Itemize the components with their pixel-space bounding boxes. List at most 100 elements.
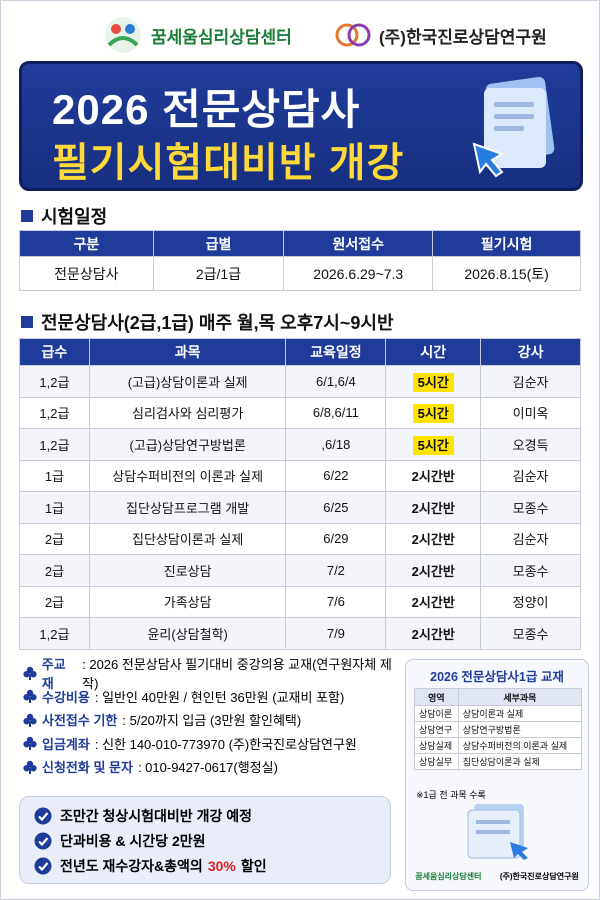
notice-part: 조만간 청상시험대비반 개강 예정	[60, 807, 252, 824]
book-icon	[467, 804, 528, 860]
table-row: 1,2급 심리검사와 심리평가 6/8,6/11 5시간 이미옥	[19, 396, 581, 429]
table-cell: 모종수	[480, 617, 581, 650]
course-table: 급수 과목 교육일정 시간 강사 1,2급 (고급)상담이론과 실제 6/1,6/4 5시간 김순…	[19, 338, 581, 650]
table-cell: 1,2급	[19, 396, 90, 429]
table-cell: 7/2	[285, 554, 387, 587]
table-cell: 7/6	[285, 585, 387, 618]
table-cell: 2시간반	[385, 554, 482, 587]
header-cell: 구분	[19, 230, 154, 257]
table-cell: 1,2급	[19, 617, 90, 650]
header-cell: 교육일정	[285, 338, 387, 366]
exam-table: 구분 급별 원서접수 필기시험 전문상담사 2급/1급 2026.6.29~7.3 2026.…	[19, 230, 581, 291]
table-cell: 6/1,6/4	[285, 365, 387, 398]
header-cell: 강사	[480, 338, 581, 366]
table-cell: 상담실무	[414, 753, 459, 770]
info-label: 신청전화 및 문자	[42, 760, 133, 776]
table-cell: 전문상담사	[19, 256, 154, 291]
logo-right: (주)한국진로상담연구원	[333, 15, 547, 55]
notice-part: 전년도 재수강자&총액의	[60, 857, 203, 874]
table-cell: 6/29	[285, 522, 387, 555]
table-cell: 1,2급	[19, 428, 90, 461]
table-cell: 7/9	[285, 617, 387, 650]
heading-text: 전문상담사(2급,1급) 매주 월,목 오후7시~9시반	[41, 313, 394, 333]
notice-text: 전년도 재수강자&총액의 30% 할인	[60, 856, 267, 876]
info-value: : 2026 전문상담사 필기대비 중강의용 교재(연구원자체 제작)	[82, 656, 392, 691]
table-cell: 2시간반	[385, 585, 482, 618]
table-row: 상담이론 상담이론과 실제	[414, 705, 583, 722]
notice-part: 30%	[207, 857, 236, 874]
check-icon	[34, 807, 52, 824]
table-cell: 상담이론	[414, 705, 459, 722]
table-cell: 2시간반	[385, 522, 482, 555]
table-cell: 집단상담이론과 실제	[88, 522, 287, 555]
table-cell: 상담연구방법론	[457, 721, 583, 738]
table-cell: 김순자	[480, 459, 581, 492]
notice-part: 할인	[240, 857, 267, 874]
table-cell: 김순자	[480, 365, 581, 398]
table-cell: 상담수퍼비전의 이론과 실제	[457, 737, 583, 754]
info-item: 입금계좌: 신한 140-010-773970 (주)한국진로상담연구원	[23, 732, 403, 756]
club-bullet	[23, 737, 37, 751]
header-cell: 세부과목	[457, 688, 583, 706]
notice-text: 조만간 청상시험대비반 개강 예정	[60, 806, 252, 826]
highlighted-time: 5시간	[412, 372, 454, 392]
table-cell: 2시간반	[385, 459, 482, 492]
table-cell: 1급	[19, 491, 90, 524]
table-cell: 2026.6.29~7.3	[283, 256, 434, 291]
table-cell: 이미옥	[480, 396, 581, 429]
info-item: 주교재: 2026 전문상담사 필기대비 중강의용 교재(연구원자체 제작)	[23, 657, 403, 691]
table-cell: 윤리(상담철학)	[88, 617, 287, 650]
logo-left-text: 꿈세움심리상담센터	[151, 27, 292, 47]
table-cell: 5시간	[385, 428, 482, 461]
table-row: 1,2급 (고급)상담연구방법론 ,6/18 5시간 오경득	[19, 428, 581, 461]
info-value: : 신한 140-010-773970 (주)한국진로상담연구원	[94, 736, 357, 752]
table-cell: ,6/18	[285, 428, 387, 461]
table-cell: 6/25	[285, 491, 387, 524]
info-label: 입금계좌	[42, 736, 90, 752]
heading-text: 시험일정	[41, 207, 108, 227]
table-cell: 모종수	[480, 554, 581, 587]
table-cell: 2급/1급	[152, 256, 285, 291]
header-cell: 영역	[414, 688, 459, 706]
header-cell: 급별	[152, 230, 285, 257]
notice-part: 단과비용 & 시간당 2만원	[60, 832, 206, 849]
table-cell: 2급	[19, 585, 90, 618]
table-cell: 김순자	[480, 522, 581, 555]
table-cell: 상담실제	[414, 737, 459, 754]
highlighted-time: 5시간	[412, 435, 454, 455]
logo-left: 꿈세움심리상담센터	[101, 15, 292, 55]
table-cell: 상담연구	[414, 721, 459, 738]
table-cell: (고급)상담연구방법론	[88, 428, 287, 461]
table-row: 상담연구 상담연구방법론	[414, 721, 583, 738]
club-bullet	[23, 713, 37, 727]
table-row: 전문상담사 2급/1급 2026.6.29~7.3 2026.8.15(토)	[19, 256, 581, 291]
header-cell: 급수	[19, 338, 90, 366]
check-icon	[34, 857, 52, 874]
table-cell: 6/22	[285, 459, 387, 492]
table-cell: 상담수퍼비전의 이론과 실제	[88, 459, 287, 492]
table-cell: 2시간반	[385, 617, 482, 650]
textbook-box: 2026 전문상담사1급 교재 영역 세부과목 상담이론 상담이론과 실제 상담연구 상담…	[405, 659, 589, 891]
notice-item: 조만간 청상시험대비반 개강 예정	[34, 803, 376, 828]
footer-logo: 꿈세움심리상담센터	[415, 872, 482, 881]
section-heading: 전문상담사(2급,1급) 매주 월,목 오후7시~9시반	[21, 309, 394, 335]
header-row: 구분 급별 원서접수 필기시험	[19, 230, 581, 257]
check-icon	[34, 832, 52, 849]
table-cell: 2급	[19, 554, 90, 587]
info-value: : 5/20까지 입금 (3만원 할인혜택)	[122, 713, 302, 729]
table-cell: 5시간	[385, 365, 482, 398]
table-cell: 가족상담	[88, 585, 287, 618]
notice-item: 전년도 재수강자&총액의 30% 할인	[34, 853, 376, 878]
textbook-table: 영역 세부과목 상담이론 상담이론과 실제 상담연구 상담연구방법론 상담실제 상담수퍼비전의…	[414, 688, 583, 770]
info-item: 수강비용: 일반인 40만원 / 현인턴 36만원 (교재비 포함)	[23, 685, 403, 709]
table-cell: 1,2급	[19, 365, 90, 398]
table-cell: (고급)상담이론과 실제	[88, 365, 287, 398]
table-cell: 정양이	[480, 585, 581, 618]
club-bullet	[23, 690, 37, 704]
table-row: 1,2급 윤리(상담철학) 7/9 2시간반 모종수	[19, 617, 581, 650]
table-cell: 집단상담프로그램 개발	[88, 491, 287, 524]
footer-logos: 꿈세움심리상담센터 (주)한국진로상담연구원	[406, 871, 588, 882]
table-cell: 심리검사와 심리평가	[88, 396, 287, 429]
